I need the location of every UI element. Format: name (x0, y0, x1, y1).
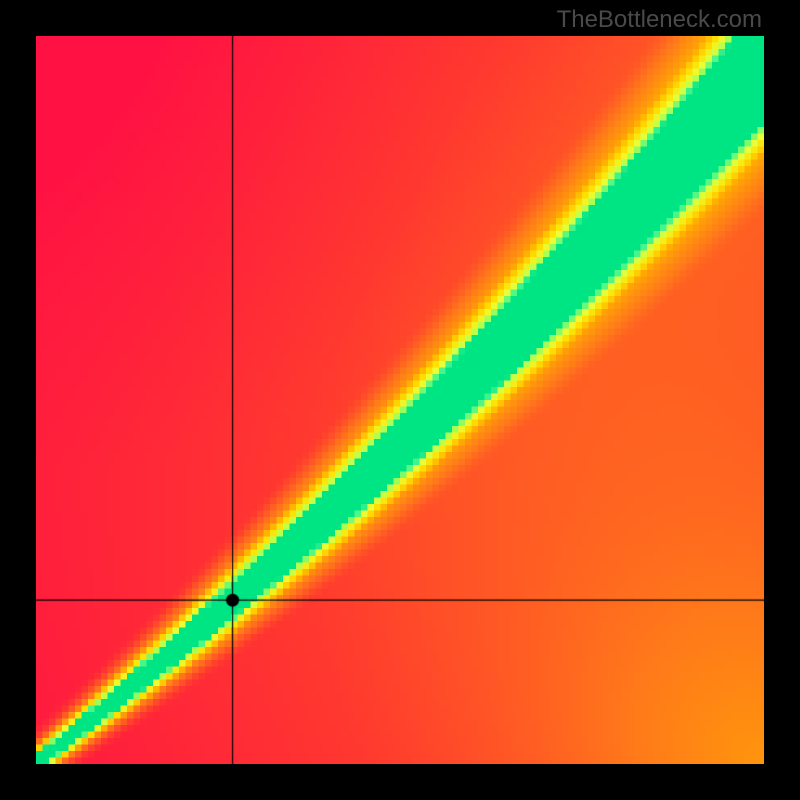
crosshair-overlay (36, 36, 764, 764)
watermark-text: TheBottleneck.com (557, 6, 762, 34)
chart-container: TheBottleneck.com (0, 0, 800, 800)
